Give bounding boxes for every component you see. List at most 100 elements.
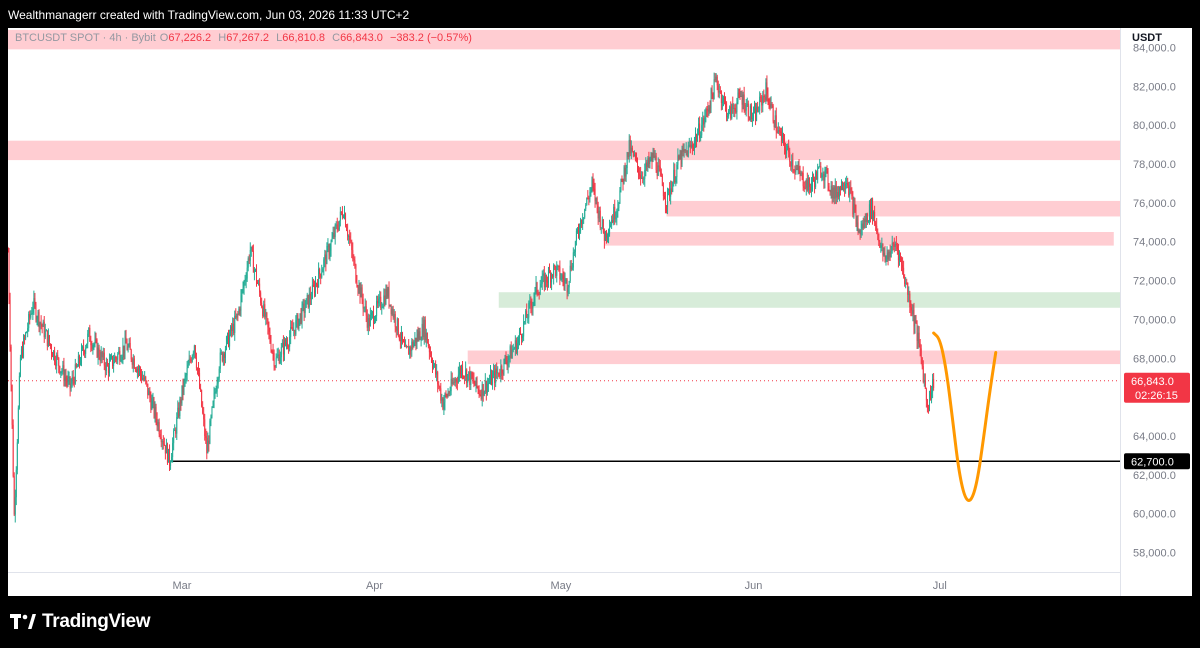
currency-label[interactable]: USDT [1132, 32, 1162, 44]
candle-body [46, 330, 48, 346]
candle [809, 183, 811, 193]
candle-body [76, 366, 78, 368]
candle-body [88, 327, 90, 334]
candle [92, 343, 94, 355]
candle [862, 217, 864, 231]
candle [901, 256, 903, 272]
candle-body [452, 381, 454, 384]
candle-body [102, 352, 104, 358]
candle-body [467, 374, 469, 383]
candle [923, 373, 925, 387]
candle [361, 284, 363, 305]
candle [571, 262, 573, 271]
candle [50, 343, 52, 360]
price-axis[interactable]: 58,000.060,000.062,000.064,000.066,000.0… [1120, 28, 1192, 596]
candle [77, 351, 79, 367]
candle-body [414, 337, 416, 343]
candle [707, 101, 709, 118]
candle-body [499, 375, 501, 377]
candle [356, 274, 358, 288]
candle [315, 276, 317, 297]
candle-body [556, 266, 558, 276]
candle [743, 86, 745, 113]
candle-body [849, 187, 851, 196]
candle [143, 374, 145, 382]
candle [289, 330, 291, 352]
candle [700, 131, 702, 142]
candle [193, 344, 195, 359]
candle-body [105, 361, 107, 371]
candle-body [635, 158, 637, 160]
candle [34, 292, 36, 310]
candle [562, 268, 564, 287]
candle-body [253, 269, 255, 273]
candle-body [606, 235, 608, 238]
candle [816, 170, 818, 180]
candle [11, 384, 13, 429]
candle [493, 363, 495, 379]
candle-body [488, 381, 490, 383]
candle [225, 335, 227, 351]
chart-frame[interactable]: Mar Apr May Jun Jul 58,000.0 60,000.0 62,000.0… [8, 28, 1192, 596]
candle [407, 345, 409, 348]
candle [400, 325, 402, 349]
candle-body [672, 182, 674, 192]
candle [521, 333, 523, 346]
candle [520, 327, 522, 336]
candle-body [230, 326, 232, 335]
candle [547, 266, 549, 288]
candle-body [159, 434, 161, 438]
price-tick-label: 58,000.0 [1133, 548, 1176, 560]
candle-body [124, 337, 126, 354]
candle-body [86, 343, 88, 349]
candle-body [579, 231, 581, 234]
candle-body [754, 108, 756, 113]
candle-body [718, 91, 720, 93]
candle-body [772, 105, 774, 122]
candle-body [238, 308, 240, 315]
price-chart[interactable] [8, 28, 1192, 596]
candle [276, 348, 278, 359]
symbol-name[interactable]: BTCUSDT SPOT · 4h · Bybit [15, 32, 156, 44]
candle [582, 213, 584, 230]
candle-body [644, 169, 646, 179]
candle-body [805, 179, 807, 189]
candle-body [911, 310, 913, 314]
candle-body [331, 237, 333, 242]
candle [207, 432, 209, 454]
candle [48, 334, 50, 346]
candle [821, 172, 823, 182]
candle-body [819, 166, 821, 168]
candle-body [726, 103, 728, 118]
candle [8, 247, 10, 305]
time-tick-label: Jun [745, 580, 763, 592]
candle-body [664, 199, 666, 206]
candle-body [744, 110, 746, 112]
candle-body [107, 366, 109, 373]
candle-body [810, 183, 812, 191]
candle-body [188, 358, 190, 365]
candle-body [131, 359, 133, 365]
candle [518, 327, 520, 346]
candle [814, 176, 816, 194]
candle-body [299, 313, 301, 319]
candle [706, 105, 708, 118]
candle [730, 101, 732, 121]
candle [376, 295, 378, 322]
candle-body [125, 337, 127, 344]
tradingview-branding[interactable]: TradingView [10, 608, 151, 636]
candle-body [355, 264, 357, 283]
candle [585, 203, 587, 212]
candle [411, 338, 413, 357]
candle [311, 277, 313, 300]
candle [654, 150, 656, 161]
candle [472, 371, 474, 384]
candle-body [29, 314, 31, 318]
candle [281, 339, 283, 348]
candle [538, 291, 540, 300]
candle [418, 327, 420, 342]
candle [114, 352, 116, 364]
time-axis[interactable]: Mar Apr May Jun Jul [8, 572, 1120, 596]
candle-body [561, 275, 563, 279]
candle [789, 147, 791, 167]
